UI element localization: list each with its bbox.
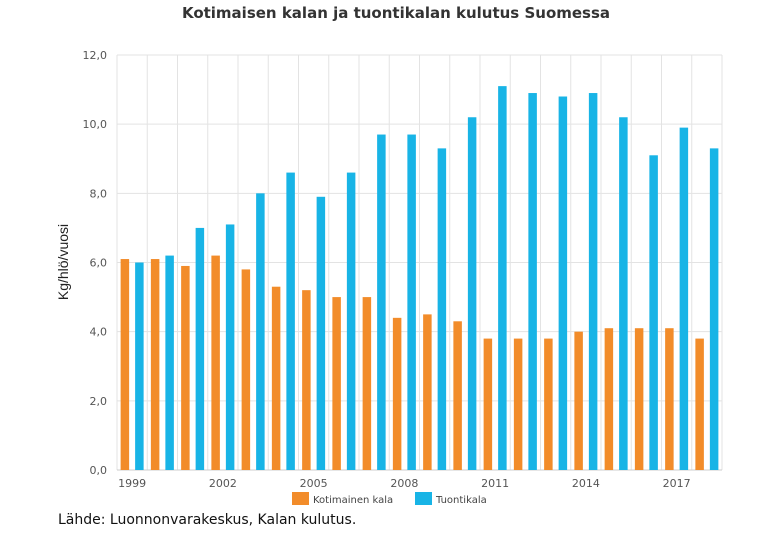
bar-tuonti-2011[interactable] [498, 86, 507, 470]
legend-swatch [292, 492, 309, 505]
bar-tuonti-2018[interactable] [709, 148, 719, 470]
legend-label: Tuontikala [435, 495, 487, 506]
y-tick-label: 10,0 [83, 118, 108, 131]
bar-kotimainen-2009[interactable] [423, 314, 432, 470]
bar-tuonti-2002[interactable] [225, 224, 235, 470]
bar-tuonti-2015[interactable] [619, 117, 628, 470]
bars [120, 86, 719, 471]
bar-tuonti-1999[interactable] [135, 262, 144, 471]
y-tick-label: 6,0 [90, 257, 108, 270]
y-tick-label: 2,0 [90, 395, 108, 408]
bar-kotimainen-2011[interactable] [483, 338, 493, 470]
bar-tuonti-2008[interactable] [407, 134, 416, 470]
bar-kotimainen-2015[interactable] [604, 328, 614, 470]
y-tick-label: 12,0 [83, 49, 108, 62]
y-tick-label: 4,0 [90, 326, 108, 339]
x-tick-label: 2002 [209, 477, 237, 490]
bar-kotimainen-1999[interactable] [120, 259, 130, 470]
bar-tuonti-2017[interactable] [679, 127, 689, 470]
bar-kotimainen-2002[interactable] [211, 255, 220, 470]
bar-tuonti-2005[interactable] [316, 196, 326, 470]
bar-kotimainen-2006[interactable] [332, 297, 341, 470]
bar-kotimainen-2018[interactable] [695, 338, 704, 470]
x-axis-ticks: 1999 2002 2005 2008 2011 2014 2017 [118, 477, 691, 490]
bar-kotimainen-2013[interactable] [544, 338, 553, 470]
bar-tuonti-2001[interactable] [195, 227, 205, 470]
bar-kotimainen-2010[interactable] [453, 321, 462, 470]
x-tick-label: 2005 [300, 477, 328, 490]
x-tick-label: 1999 [118, 477, 146, 490]
bar-kotimainen-2003[interactable] [241, 269, 251, 470]
bar-kotimainen-2001[interactable] [181, 265, 190, 470]
bar-tuonti-2000[interactable] [165, 255, 174, 470]
bar-tuonti-2003[interactable] [256, 193, 265, 471]
x-tick-label: 2017 [663, 477, 691, 490]
y-tick-label: 8,0 [90, 187, 108, 200]
chart-title: Kotimaisen kalan ja tuontikalan kulutus … [182, 4, 610, 22]
bar-tuonti-2014[interactable] [588, 93, 598, 471]
legend-item-tuonti[interactable]: Tuontikala [415, 492, 487, 506]
x-tick-label: 2011 [481, 477, 509, 490]
y-tick-label: 0,0 [90, 464, 108, 477]
bar-tuonti-2006[interactable] [346, 172, 356, 471]
bar-kotimainen-2017[interactable] [665, 328, 674, 470]
source-text: Lähde: Luonnonvarakeskus, Kalan kulutus. [58, 512, 357, 528]
x-tick-label: 2014 [572, 477, 600, 490]
bar-tuonti-2007[interactable] [377, 134, 386, 470]
legend-swatch [415, 492, 432, 505]
bar-tuonti-2004[interactable] [286, 172, 295, 471]
bar-kotimainen-2005[interactable] [302, 290, 311, 470]
legend-label: Kotimainen kala [313, 495, 393, 506]
y-axis-ticks: 0,0 2,0 4,0 6,0 8,0 10,0 12,0 [83, 49, 108, 477]
bar-kotimainen-2000[interactable] [150, 259, 160, 470]
legend[interactable]: Kotimainen kala Tuontikala [292, 492, 487, 506]
legend-item-kotimainen[interactable]: Kotimainen kala [292, 492, 393, 506]
bar-tuonti-2010[interactable] [467, 117, 477, 470]
bar-kotimainen-2012[interactable] [513, 338, 523, 470]
bar-kotimainen-2004[interactable] [271, 286, 281, 470]
bar-tuonti-2016[interactable] [649, 155, 658, 470]
x-tick-label: 2008 [390, 477, 418, 490]
bar-kotimainen-2008[interactable] [392, 317, 402, 470]
grid [116, 54, 723, 471]
bar-kotimainen-2007[interactable] [362, 297, 372, 470]
bar-kotimainen-2014[interactable] [574, 331, 583, 470]
bar-tuonti-2009[interactable] [437, 148, 447, 470]
y-axis-label: Kg/hlö/vuosi [55, 224, 71, 300]
bar-kotimainen-2016[interactable] [634, 328, 644, 470]
bar-tuonti-2012[interactable] [528, 93, 537, 471]
bar-tuonti-2013[interactable] [558, 96, 568, 471]
